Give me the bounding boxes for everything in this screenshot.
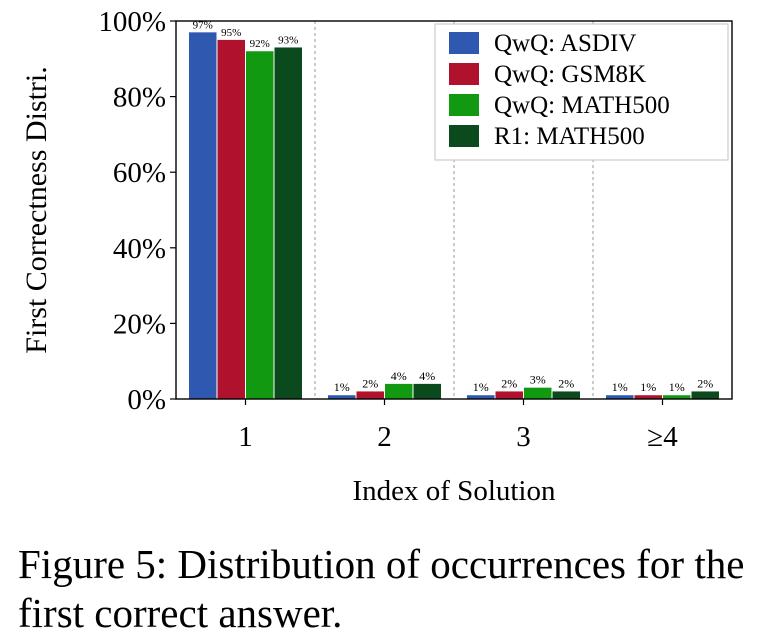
bar-value-label: 2% xyxy=(558,376,574,390)
x-tick-label: 3 xyxy=(516,421,531,453)
bar xyxy=(552,391,580,399)
bars xyxy=(189,32,719,400)
bar-value-label: 1% xyxy=(612,380,628,394)
x-axis-label: Index of Solution xyxy=(353,475,556,507)
y-tick-label: 60% xyxy=(113,157,166,189)
bar xyxy=(524,387,552,399)
y-axis-ticks: 0% 20% 40% 60% 80% 100% xyxy=(98,6,176,416)
x-tick-label: 1 xyxy=(238,421,253,453)
bar-value-label: 1% xyxy=(640,380,656,394)
bar-value-label: 95% xyxy=(221,27,241,39)
bar xyxy=(246,51,274,400)
bar xyxy=(606,395,634,399)
bar-value-label: 1% xyxy=(473,380,489,394)
bar xyxy=(495,391,523,399)
x-axis-ticks: 1 2 3 ≥4 xyxy=(238,399,678,453)
legend-label: QwQ: ASDIV xyxy=(494,30,636,57)
bar xyxy=(189,32,217,400)
bar-value-label: 2% xyxy=(501,376,517,390)
bar-value-label: 4% xyxy=(391,369,407,383)
y-tick-label: 80% xyxy=(113,82,166,114)
legend-label: R1: MATH500 xyxy=(494,123,645,150)
bar xyxy=(328,395,356,399)
legend-swatch xyxy=(449,94,479,116)
legend: QwQ: ASDIV QwQ: GSM8K QwQ: MATH500 R1: MATH… xyxy=(434,23,729,161)
y-tick-label: 100% xyxy=(98,6,166,38)
bar-value-label: 3% xyxy=(530,373,546,387)
bar-value-label: 93% xyxy=(278,34,298,46)
bar xyxy=(467,395,495,399)
plot-frame xyxy=(175,20,733,400)
bar-value-label: 97% xyxy=(193,19,213,31)
bar-chart: 97% 95% 92% 93% 1% 2% 4% 4% 1% 2% 3% 2% 1% 1% 1% 2% 0% 2… xyxy=(20,6,733,507)
legend-swatch xyxy=(449,32,479,54)
bar-value-label: 2% xyxy=(697,376,713,390)
legend-swatch xyxy=(449,125,479,147)
y-axis-label: First Correctness Distri. xyxy=(20,66,53,353)
bar xyxy=(385,383,413,399)
bar xyxy=(663,395,691,399)
y-tick-label: 40% xyxy=(113,233,166,265)
legend-label: QwQ: GSM8K xyxy=(494,61,646,88)
x-tick-label: ≥4 xyxy=(647,421,678,453)
bar-value-label: 1% xyxy=(334,380,350,394)
bar-value-label: 4% xyxy=(419,369,435,383)
y-tick-label: 20% xyxy=(113,308,166,340)
bar xyxy=(634,395,662,399)
bar xyxy=(691,391,719,399)
bar-value-label: 1% xyxy=(669,380,685,394)
bar xyxy=(413,383,441,399)
bar xyxy=(217,39,245,400)
legend-label: QwQ: MATH500 xyxy=(494,92,670,119)
bar xyxy=(274,47,302,400)
figure-caption: Figure 5: Distribution of occurrences fo… xyxy=(18,541,745,636)
legend-swatch xyxy=(449,63,479,85)
bar-value-label: 92% xyxy=(250,38,270,50)
legend-frame xyxy=(434,23,729,161)
bar xyxy=(356,391,384,399)
x-tick-label: 2 xyxy=(377,421,392,453)
bar-value-label: 2% xyxy=(362,376,378,390)
y-tick-label: 0% xyxy=(127,384,166,416)
bar-value-labels: 97% 95% 92% 93% 1% 2% 4% 4% 1% 2% 3% 2% 1% 1% 1% 2% xyxy=(193,19,714,394)
